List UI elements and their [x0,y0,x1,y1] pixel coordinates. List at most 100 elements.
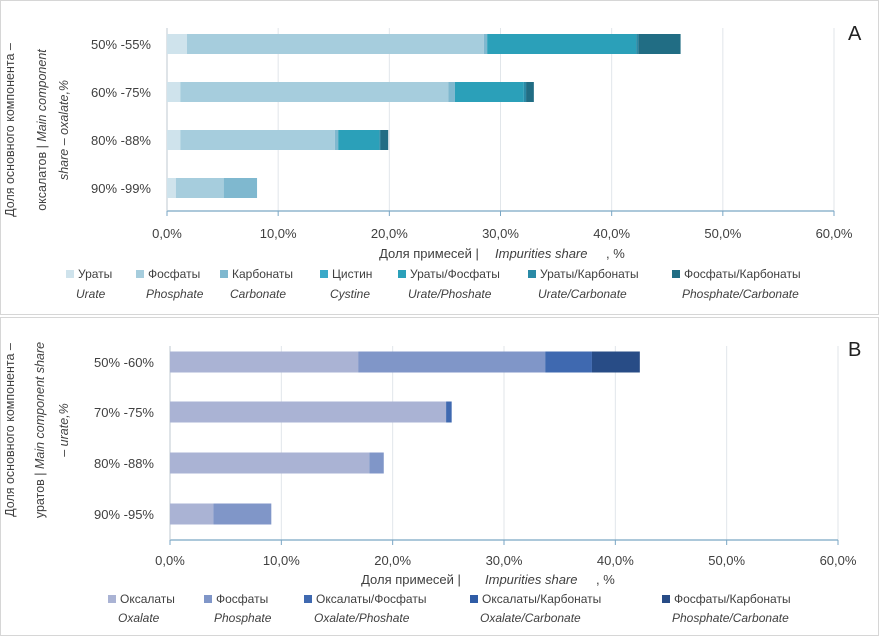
panel-a-bar-segment [638,34,681,54]
panel-b-category-label: 70% -75% [94,405,154,420]
panel-b-legend-swatch [304,595,312,603]
panel-b-bar-segment [170,503,214,525]
panel-a-legend-swatch [672,270,680,278]
panel-a-legend-label: Фосфаты/Карбонаты [684,267,801,281]
panel-a-y-axis-title-en-part: Main component [35,49,49,142]
panel-b-bar-segment [213,503,272,525]
panel-a-bar-segment [180,82,449,102]
panel-a-legend-swatch [398,270,406,278]
panel-a-y-axis-title-ru-part: оксалатов | [35,142,49,211]
panel-a-category-label: 80% -88% [91,133,151,148]
panel-a-bar-segment [523,82,527,102]
panel-b-x-tick-label: 40,0% [597,553,634,568]
panel-b-legend-label-en: Oxalate/Phoshate [314,611,410,625]
panel-a-legend-swatch [528,270,536,278]
panel-a-x-tick-label: 10,0% [260,226,297,241]
panel-b-x-axis-title-en: Impurities share [485,572,577,587]
panel-a-x-tick-label: 0,0% [152,226,182,241]
panel-b-x-tick-label: 10,0% [263,553,300,568]
panel-b-x-tick-label: 50,0% [708,553,745,568]
panel-a-bar-segment [180,130,335,150]
panel-b-category-label: 90% -95% [94,507,154,522]
panel-a-category-label: 60% -75% [91,85,151,100]
panel-b-legend-swatch [662,595,670,603]
panel-a-y-axis-title-line1: Доля основного компонента – [3,43,17,217]
panel-b-legend-swatch [470,595,478,603]
panel-a-legend-label-en: Urate/Carbonate [538,287,627,301]
panel-a-legend-label-en: Phosphate/Carbonate [682,287,799,301]
panel-a-x-axis-title-ru: Доля примесей | [379,246,479,261]
panel-a-y-axis-title-line3: share – oxalate,% [57,80,71,180]
panel-a-x-tick-label: 30,0% [482,226,519,241]
panel-a-category-label: 50% -55% [91,37,151,52]
panel-a-bar-segment [167,178,176,198]
panel-a-bar-segment [187,34,484,54]
panel-b-category-label: 80% -88% [94,456,154,471]
panel-a-bar-segment [454,82,524,102]
panel-a-bar-segment [223,178,258,198]
panel-b-legend-label-en: Phosphate [214,611,272,625]
panel-a-legend-label-en: Urate [76,287,106,301]
panel-b-x-tick-label: 30,0% [486,553,523,568]
panel-b-x-axis-title-ru: Доля примесей | [361,572,461,587]
panel-a-bar-segment [380,130,389,150]
panel-a-bar-segment [448,82,455,102]
panel-b-legend-swatch [204,595,212,603]
panel-b-bar-segment [446,401,452,423]
panel-a-bar-segment [167,82,181,102]
panel-b-category-label: 50% -60% [94,355,154,370]
panel-a-y-axis-title-line2: оксалатов | Main component [35,49,49,211]
panel-b-x-axis-title-unit: , % [596,572,615,587]
panel-a-bar-segment [526,82,534,102]
panel-a-legend-label: Ураты [78,267,112,281]
panel-b-legend-label-en: Phosphate/Carbonate [672,611,789,625]
panel-a-legend-label: Ураты/Карбонаты [540,267,639,281]
panel-a-x-tick-label: 20,0% [371,226,408,241]
panel-a-bar-segment [379,130,381,150]
panel-b-bar-segment [170,401,447,423]
panel-a-legend-label: Карбонаты [232,267,293,281]
panel-a-x-tick-label: 40,0% [593,226,630,241]
panel-b-bar-segment [170,351,359,373]
panel-a-legend-label-en: Cystine [330,287,370,301]
panel-a-letter: A [848,23,862,45]
panel-a-x-axis-title-en: Impurities share [495,246,587,261]
panel-b-legend-label-en: Oxalate/Carbonate [480,611,581,625]
panel-b-x-tick-label: 0,0% [155,553,185,568]
panel-a-category-label: 90% -99% [91,181,151,196]
panel-a-legend-label-en: Phosphate [146,287,204,301]
panel-b-bar-segment [591,351,640,373]
panel-a-legend-label-en: Carbonate [230,287,286,301]
panel-b-bar-segment [369,452,384,474]
panel-a-x-tick-label: 60,0% [816,226,853,241]
panel-a-legend-swatch [136,270,144,278]
panel-b-bar-segment [358,351,546,373]
panel-a-bar-segment [334,130,339,150]
panel-a-legend-label: Ураты/Фосфаты [410,267,500,281]
panel-b-y-axis-title-en-part: Main component share [33,342,47,469]
panel-b-legend-label-en: Oxalate [118,611,160,625]
panel-b-x-tick-label: 60,0% [820,553,857,568]
panel-b-legend-swatch [108,595,116,603]
panel-a-bar-segment [167,34,188,54]
panel-a-bar-segment [483,34,488,54]
panel-a-legend-swatch [66,270,74,278]
panel-a-legend-swatch [220,270,228,278]
panel-a-legend-label: Фосфаты [148,267,200,281]
panel-b-x-tick-label: 20,0% [374,553,411,568]
panel-b-y-axis-title-line1: Доля основного компонента – [3,343,17,517]
panel-a-x-tick-label: 50,0% [704,226,741,241]
panel-b-legend-label: Оксалаты/Фосфаты [316,592,426,606]
panel-a-bar-segment [167,130,181,150]
panel-b-bar-segment [545,351,592,373]
panel-b-bar-segment [170,452,370,474]
panel-a-bar-segment [175,178,224,198]
panel-b-legend-label: Фосфаты [216,592,268,606]
panel-a-bar-segment [487,34,637,54]
panel-b-letter: B [848,339,861,361]
panel-a-legend-swatch [320,270,328,278]
panel-a-legend-label-en: Urate/Phoshate [408,287,492,301]
panel-b-y-axis-title-ru-part: уратов | [33,469,47,518]
